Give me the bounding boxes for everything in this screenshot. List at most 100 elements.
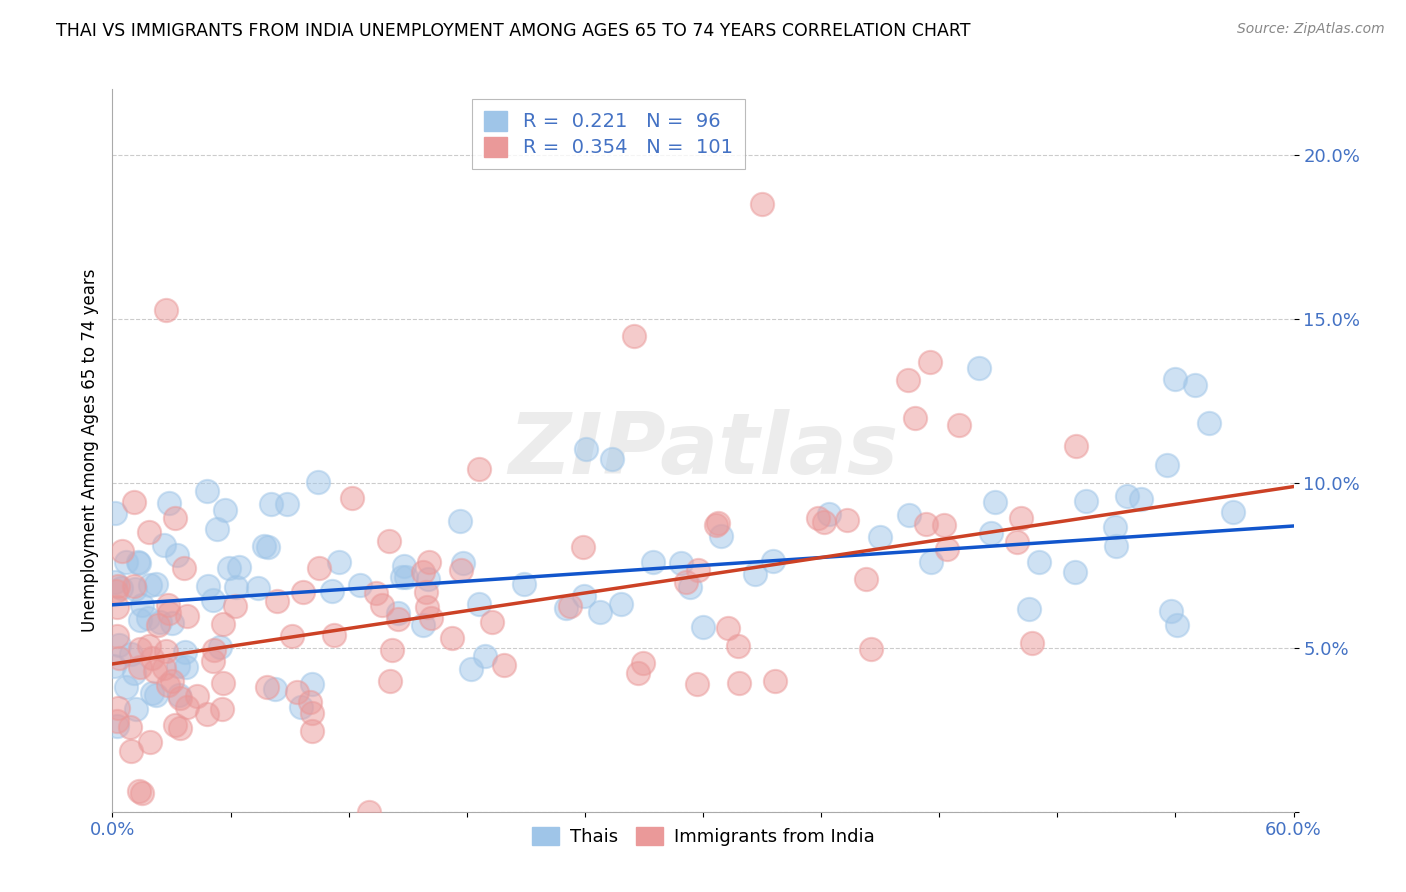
- Point: [1074, 494, 1097, 508]
- Point: [686, 563, 709, 577]
- Point: [107, 701, 129, 715]
- Point: [686, 676, 709, 690]
- Point: [138, 525, 160, 540]
- Point: [156, 599, 179, 613]
- Point: [253, 539, 276, 553]
- Point: [141, 686, 163, 700]
- Point: [420, 610, 443, 624]
- Point: [1104, 520, 1126, 534]
- Point: [195, 707, 218, 722]
- Point: [450, 564, 472, 578]
- Point: [128, 784, 150, 798]
- Point: [602, 452, 624, 467]
- Point: [115, 555, 138, 569]
- Point: [128, 660, 150, 674]
- Point: [679, 580, 702, 594]
- Point: [440, 631, 463, 645]
- Point: [468, 462, 491, 476]
- Point: [387, 607, 409, 621]
- Point: [124, 579, 146, 593]
- Point: [1222, 505, 1244, 519]
- Point: [357, 805, 380, 819]
- Text: Source: ZipAtlas.com: Source: ZipAtlas.com: [1237, 22, 1385, 37]
- Point: [301, 706, 323, 720]
- Point: [1021, 635, 1043, 649]
- Point: [381, 643, 404, 657]
- Text: ZIPatlas: ZIPatlas: [508, 409, 898, 492]
- Point: [1198, 416, 1220, 430]
- Point: [763, 674, 786, 689]
- Point: [122, 495, 145, 509]
- Point: [156, 678, 179, 692]
- Point: [984, 495, 1007, 509]
- Point: [934, 517, 956, 532]
- Point: [218, 561, 240, 575]
- Point: [212, 616, 235, 631]
- Point: [307, 475, 329, 489]
- Point: [416, 599, 439, 614]
- Point: [104, 584, 127, 599]
- Point: [301, 677, 323, 691]
- Point: [709, 529, 731, 543]
- Point: [980, 525, 1002, 540]
- Point: [727, 639, 749, 653]
- Text: THAI VS IMMIGRANTS FROM INDIA UNEMPLOYMENT AMONG AGES 65 TO 74 YEARS CORRELATION: THAI VS IMMIGRANTS FROM INDIA UNEMPLOYME…: [56, 22, 970, 40]
- Point: [1160, 604, 1182, 618]
- Point: [160, 674, 183, 689]
- Point: [395, 570, 418, 584]
- Point: [575, 442, 598, 457]
- Point: [128, 641, 150, 656]
- Point: [706, 518, 728, 533]
- Point: [936, 541, 959, 556]
- Point: [627, 666, 650, 681]
- Point: [103, 659, 125, 673]
- Point: [176, 609, 198, 624]
- Point: [120, 647, 142, 661]
- Point: [246, 582, 269, 596]
- Point: [1184, 377, 1206, 392]
- Point: [176, 700, 198, 714]
- Point: [163, 718, 186, 732]
- Point: [197, 579, 219, 593]
- Point: [392, 558, 415, 573]
- Point: [155, 303, 177, 318]
- Point: [323, 628, 346, 642]
- Point: [494, 657, 516, 672]
- Point: [813, 516, 835, 530]
- Point: [692, 620, 714, 634]
- Point: [897, 373, 920, 387]
- Point: [224, 599, 246, 614]
- Point: [897, 508, 920, 523]
- Point: [136, 611, 159, 625]
- Point: [1005, 535, 1028, 549]
- Point: [869, 530, 891, 544]
- Point: [153, 661, 176, 675]
- Point: [157, 496, 180, 510]
- Point: [211, 702, 233, 716]
- Point: [209, 640, 232, 654]
- Point: [301, 723, 323, 738]
- Point: [167, 658, 190, 673]
- Point: [129, 614, 152, 628]
- Point: [256, 680, 278, 694]
- Point: [572, 540, 595, 554]
- Point: [308, 560, 330, 574]
- Point: [139, 577, 162, 591]
- Point: [623, 328, 645, 343]
- Point: [340, 491, 363, 505]
- Point: [412, 618, 434, 632]
- Point: [104, 575, 127, 590]
- Point: [131, 598, 153, 612]
- Point: [1010, 511, 1032, 525]
- Point: [201, 592, 224, 607]
- Point: [257, 541, 280, 555]
- Legend: Thais, Immigrants from India: Thais, Immigrants from India: [524, 820, 882, 854]
- Point: [364, 585, 387, 599]
- Point: [415, 585, 437, 599]
- Point: [146, 618, 169, 632]
- Point: [157, 606, 180, 620]
- Point: [387, 612, 409, 626]
- Point: [371, 598, 394, 612]
- Point: [474, 648, 496, 663]
- Point: [107, 651, 129, 665]
